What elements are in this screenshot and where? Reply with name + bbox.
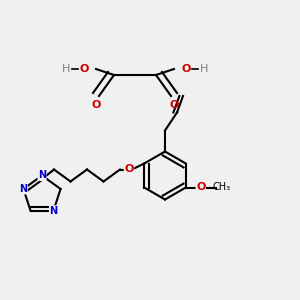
Text: O: O [169, 100, 179, 110]
Text: N: N [20, 184, 28, 194]
Text: O: O [196, 182, 206, 193]
Text: H: H [62, 64, 70, 74]
Text: O: O [91, 100, 101, 110]
Text: N: N [38, 170, 46, 181]
Text: H: H [200, 64, 208, 74]
Text: CH₃: CH₃ [213, 182, 231, 193]
Text: O: O [124, 164, 134, 175]
Text: O: O [79, 64, 89, 74]
Text: N: N [50, 206, 58, 216]
Text: O: O [181, 64, 191, 74]
